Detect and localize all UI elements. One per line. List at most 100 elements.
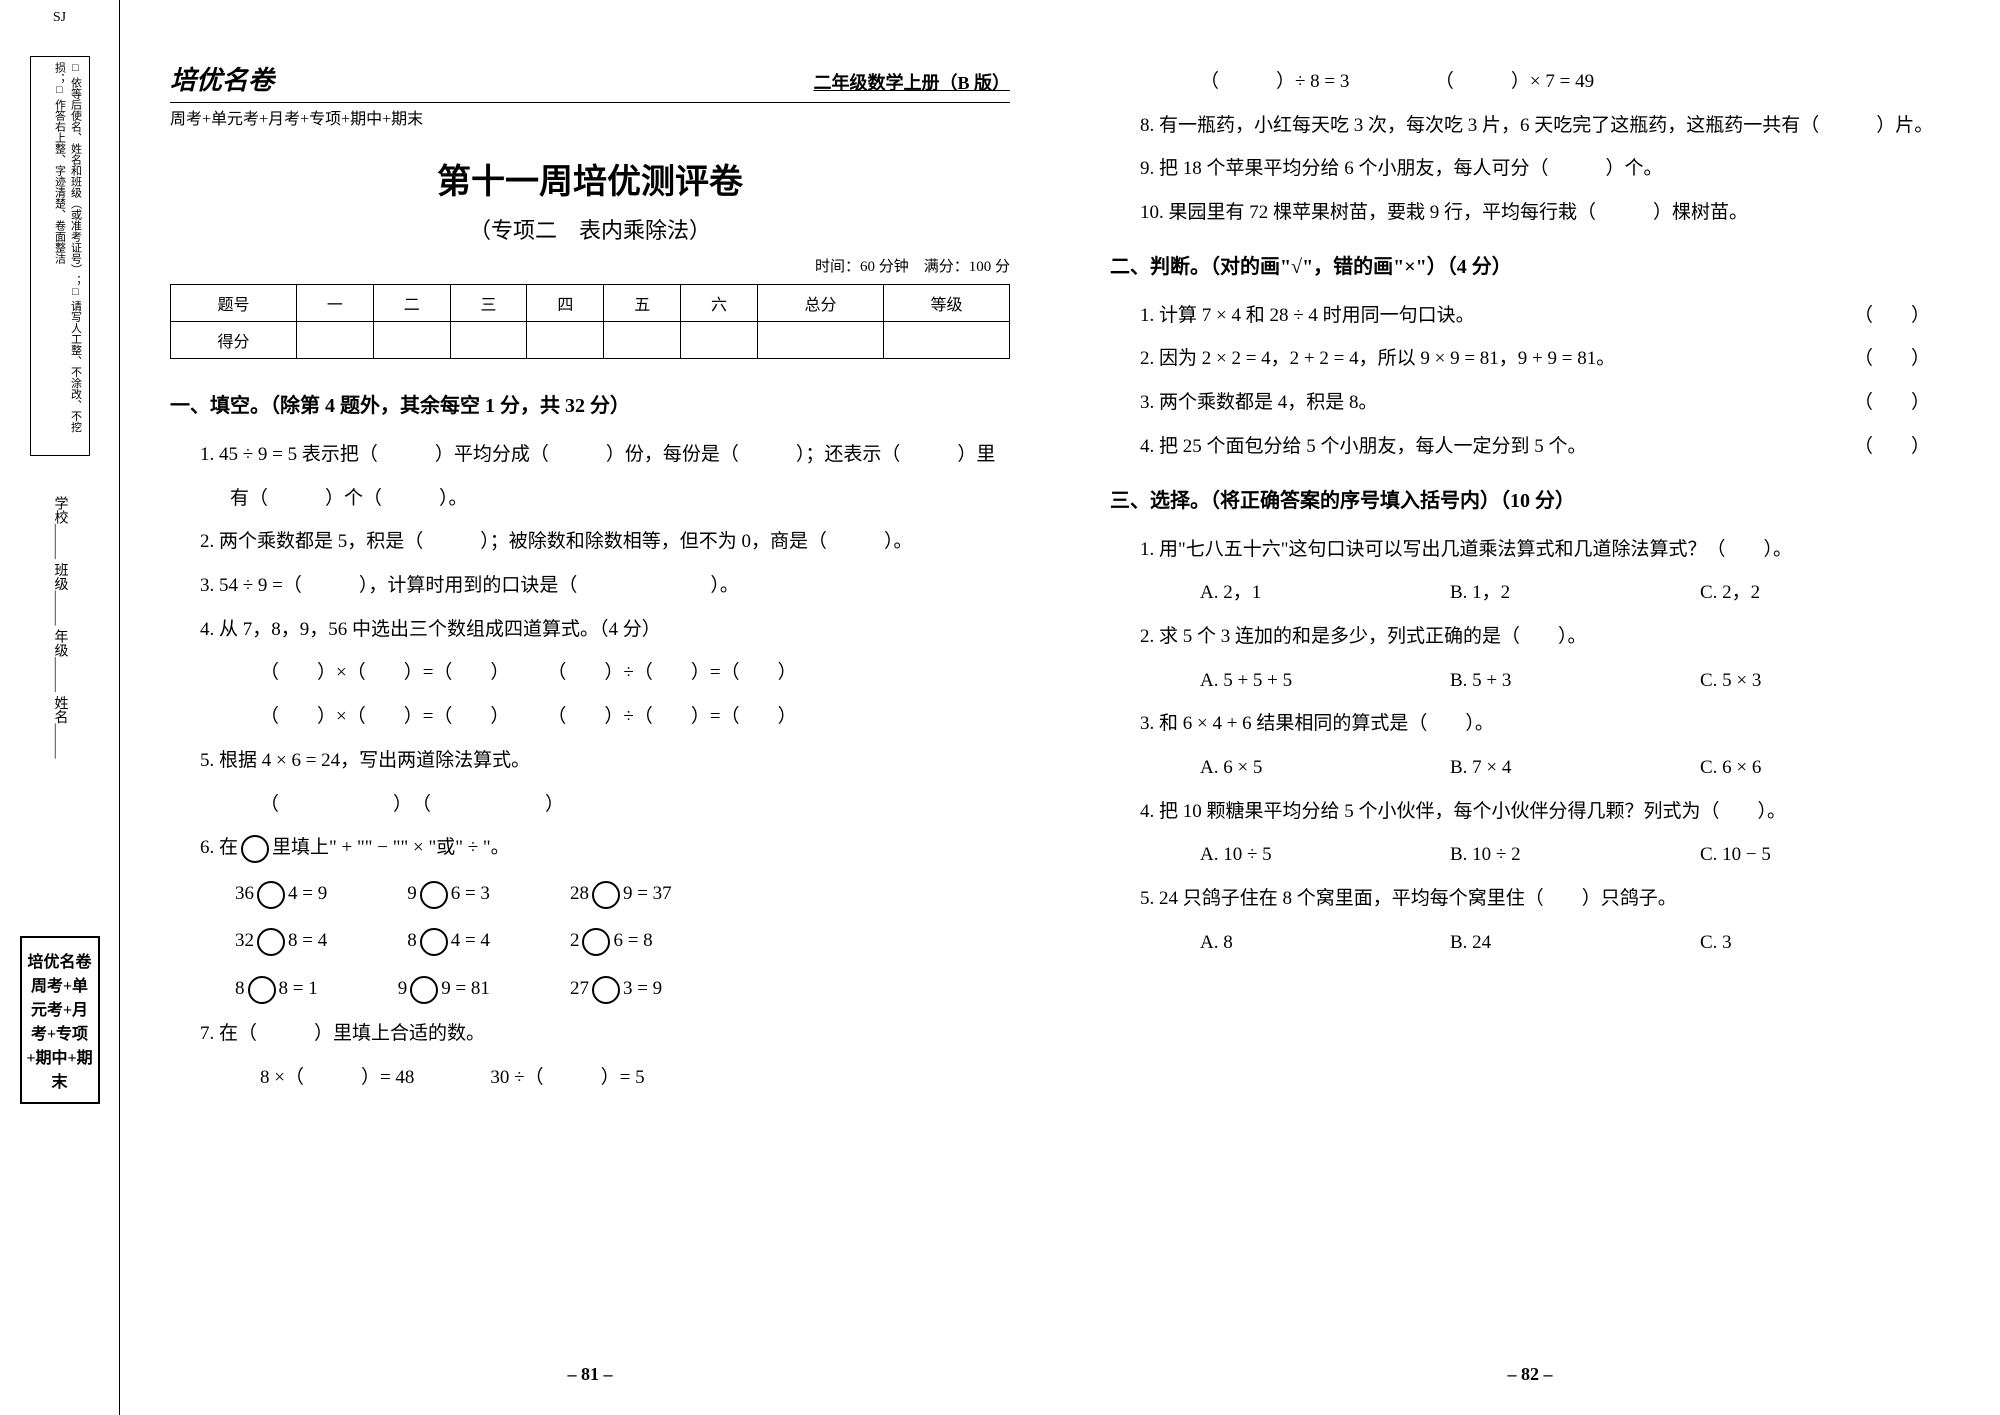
q1-2: 2. 两个乘数都是 5，积是（ ）；被除数和除数相等，但不为 0，商是（ ）。 xyxy=(200,520,1010,564)
section-1-questions: 1. 45 ÷ 9 = 5 表示把（ ）平均分成（ ）份，每份是（ ）；还表示（… xyxy=(170,433,1010,1100)
q1-7: 7. 在（ ）里填上合适的数。 xyxy=(200,1012,1010,1056)
right-page: （ ）÷ 8 = 3 （ ）× 7 = 49 8. 有一瓶药，小红每天吃 3 次… xyxy=(1060,0,2000,1415)
n: 8 = 1 xyxy=(279,978,318,999)
op-item: 289 = 37 xyxy=(570,870,672,918)
section-1-title: 一、填空。（除第 4 题外，其余每空 1 分，共 32 分） xyxy=(170,389,1010,418)
q1-7a: 8 ×（ ）= 48 30 ÷（ ）= 5 xyxy=(200,1056,1010,1100)
margin-logo: 培优名卷 周考+单元考+月考+专项+期中+期末 xyxy=(20,936,100,1104)
table-row: 题号 一 二 三 四 五 六 总分 等级 xyxy=(171,285,1010,322)
q1-5a: （ ） （ ） xyxy=(200,783,1010,827)
margin-fields: 学校_____ 班级_____ 年级_____ 姓名_____ xyxy=(50,496,70,896)
n: 9 = 81 xyxy=(441,978,490,999)
op-item: 32 8 = 4 xyxy=(235,917,327,965)
q1-7b: （ ）÷ 8 = 3 （ ）× 7 = 49 xyxy=(1140,60,1950,104)
th: 一 xyxy=(296,285,373,322)
n: 6 = 8 xyxy=(613,930,652,951)
page-container: SJ □ 依等后使名、姓名和班级（或准考证号）；□ 请写人工整、不涂改、不挖损；… xyxy=(0,0,2000,1415)
q-text: 2. 因为 2 × 2 = 4，2 + 2 = 4，所以 9 × 9 = 81，… xyxy=(1140,348,1615,369)
th: 二 xyxy=(373,285,450,322)
paren: （ ） xyxy=(1884,337,1930,381)
choice-a: A. 6 × 5 xyxy=(1200,746,1450,790)
th: 总分 xyxy=(757,285,883,322)
op-item: 8 8 = 1 xyxy=(235,965,318,1013)
th: 五 xyxy=(604,285,681,322)
q3-3-choices: A. 6 × 5 B. 7 × 4 C. 6 × 6 xyxy=(1140,746,1950,790)
section-2-title: 二、判断。（对的画"√"，错的画"×"）（4 分） xyxy=(1110,250,1950,279)
choice-a: A. 8 xyxy=(1200,921,1450,965)
circle-icon xyxy=(257,928,285,956)
q3-5-choices: A. 8 B. 24 C. 3 xyxy=(1140,921,1950,965)
n: 32 xyxy=(235,930,254,951)
choice-b: B. 24 xyxy=(1450,921,1700,965)
n: 2 xyxy=(570,930,580,951)
q2-1: 1. 计算 7 × 4 和 28 ÷ 4 时用同一句口诀。（ ） xyxy=(1140,294,1950,338)
n: 9 = 37 xyxy=(623,883,672,904)
paren: （ ） xyxy=(1884,294,1930,338)
q1-4: 4. 从 7，8，9，56 中选出三个数组成四道算式。（4 分） xyxy=(200,608,1010,652)
op-item: 9 6 = 3 xyxy=(407,870,490,918)
op-item: 273 = 9 xyxy=(570,965,662,1013)
choice-b: B. 7 × 4 xyxy=(1450,746,1700,790)
td xyxy=(604,322,681,359)
op-row-2: 32 8 = 4 8 4 = 4 2 6 = 8 xyxy=(200,917,1010,965)
q1-6-post: 里填上" + "" − "" × "或" ÷ "。 xyxy=(272,837,510,858)
q3-1: 1. 用"七八五十六"这句口诀可以写出几道乘法算式和几道除法算式？（ ）。 xyxy=(1140,528,1950,572)
q3-4: 4. 把 10 颗糖果平均分给 5 个小伙伴，每个小伙伴分得几颗？列式为（ ）。 xyxy=(1140,790,1950,834)
page-num-left: – 81 – xyxy=(568,1364,613,1385)
n: 9 xyxy=(407,883,417,904)
sub-title: （专项二 表内乘除法） xyxy=(170,213,1010,245)
n: 8 = 4 xyxy=(288,930,327,951)
score-table: 题号 一 二 三 四 五 六 总分 等级 得分 xyxy=(170,284,1010,359)
q1-6: 6. 在 里填上" + "" − "" × "或" ÷ "。 xyxy=(200,826,1010,870)
q1-4a: （ ）×（ ）=（ ） （ ）÷（ ）=（ ） xyxy=(200,651,1010,695)
circle-icon xyxy=(592,881,620,909)
n: 8 xyxy=(235,978,245,999)
section-3-questions: 1. 用"七八五十六"这句口诀可以写出几道乘法算式和几道除法算式？（ ）。 A.… xyxy=(1110,528,1950,965)
paren: （ ） xyxy=(1884,381,1930,425)
td xyxy=(296,322,373,359)
td xyxy=(883,322,1009,359)
n: 8 xyxy=(407,930,417,951)
n: 27 xyxy=(570,978,589,999)
q3-4-choices: A. 10 ÷ 5 B. 10 ÷ 2 C. 10 − 5 xyxy=(1140,833,1950,877)
q-text: 3. 两个乘数都是 4，积是 8。 xyxy=(1140,392,1378,413)
op-item: 8 4 = 4 xyxy=(407,917,490,965)
choice-c: C. 10 − 5 xyxy=(1700,833,1950,877)
choice-c: C. 5 × 3 xyxy=(1700,659,1950,703)
op-item: 2 6 = 8 xyxy=(570,917,653,965)
sj-label: SJ xyxy=(0,10,119,26)
td xyxy=(527,322,604,359)
th: 三 xyxy=(450,285,527,322)
choice-a: A. 5 + 5 + 5 xyxy=(1200,659,1450,703)
table-row: 得分 xyxy=(171,322,1010,359)
q3-5: 5. 24 只鸽子住在 8 个窝里面，平均每个窝里住（ ）只鸽子。 xyxy=(1140,877,1950,921)
n: 6 = 3 xyxy=(451,883,490,904)
q1-10: 10. 果园里有 72 棵苹果树苗，要栽 9 行，平均每行栽（ ）棵树苗。 xyxy=(1140,191,1950,235)
circle-icon xyxy=(410,976,438,1004)
q1-8: 8. 有一瓶药，小红每天吃 3 次，每次吃 3 片，6 天吃完了这瓶药，这瓶药一… xyxy=(1140,104,1950,148)
choice-a: A. 10 ÷ 5 xyxy=(1200,833,1450,877)
q2-4: 4. 把 25 个面包分给 5 个小朋友，每人一定分到 5 个。（ ） xyxy=(1140,425,1950,469)
q1-9: 9. 把 18 个苹果平均分给 6 个小朋友，每人可分（ ）个。 xyxy=(1140,147,1950,191)
q1-4b: （ ）×（ ）=（ ） （ ）÷（ ）=（ ） xyxy=(200,695,1010,739)
section-2-questions: 1. 计算 7 × 4 和 28 ÷ 4 时用同一句口诀。（ ） 2. 因为 2… xyxy=(1110,294,1950,469)
q2-2: 2. 因为 2 × 2 = 4，2 + 2 = 4，所以 9 × 9 = 81，… xyxy=(1140,337,1950,381)
th: 等级 xyxy=(883,285,1009,322)
n: 9 xyxy=(398,978,408,999)
left-page: 培优名卷 二年级数学上册（B 版） 周考+单元考+月考+专项+期中+期末 第十一… xyxy=(120,0,1060,1415)
q3-3: 3. 和 6 × 4 + 6 结果相同的算式是（ ）。 xyxy=(1140,702,1950,746)
td xyxy=(373,322,450,359)
time-info: 时间：60 分钟 满分：100 分 xyxy=(170,255,1010,276)
op-item: 9 9 = 81 xyxy=(398,965,490,1013)
right-content: （ ）÷ 8 = 3 （ ）× 7 = 49 8. 有一瓶药，小红每天吃 3 次… xyxy=(1110,60,1950,235)
q1-6-pre: 6. 在 xyxy=(200,837,238,858)
q3-2: 2. 求 5 个 3 连加的和是多少，列式正确的是（ ）。 xyxy=(1140,615,1950,659)
q3-2-choices: A. 5 + 5 + 5 B. 5 + 3 C. 5 × 3 xyxy=(1140,659,1950,703)
main-title: 第十一周培优测评卷 xyxy=(170,154,1010,203)
q1-1: 1. 45 ÷ 9 = 5 表示把（ ）平均分成（ ）份，每份是（ ）；还表示（… xyxy=(200,433,1010,520)
n: 4 = 4 xyxy=(451,930,490,951)
margin-instruction-box: □ 依等后使名、姓名和班级（或准考证号）；□ 请写人工整、不涂改、不挖损；□ 作… xyxy=(30,56,90,456)
td: 得分 xyxy=(171,322,297,359)
choice-a: A. 2，1 xyxy=(1200,571,1450,615)
paren: （ ） xyxy=(1884,425,1930,469)
